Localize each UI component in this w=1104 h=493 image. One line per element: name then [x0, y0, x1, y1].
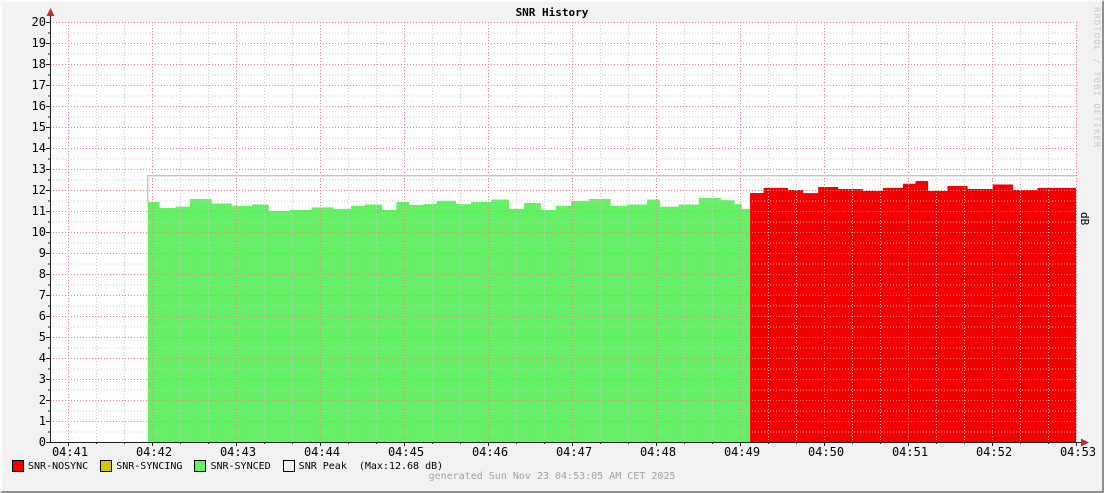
- y-tick-label: 19: [32, 36, 46, 50]
- y-tick-label: 16: [32, 99, 46, 113]
- y-tick-label: 13: [32, 162, 46, 176]
- x-axis-arrow: [1081, 438, 1089, 447]
- area-snr-synced: [147, 197, 751, 442]
- y-tick-label: 6: [39, 309, 46, 323]
- x-tick-label: 04:45: [388, 445, 424, 459]
- area-snr-nosync: [750, 180, 1076, 442]
- generated-timestamp: generated Sun Nov 23 04:53:05 AM CET 202…: [428, 471, 676, 482]
- x-tick-label: 04:48: [640, 445, 676, 459]
- x-tick-label: 04:50: [808, 445, 844, 459]
- legend-swatch-snr-nosync: [12, 460, 24, 472]
- x-tick-label: 04:47: [556, 445, 592, 459]
- y-axis-arrow: [46, 8, 55, 16]
- legend-item-snr-nosync: SNR-NOSYNC: [12, 460, 88, 472]
- legend-label-snr-peak: SNR Peak: [298, 460, 347, 472]
- x-tick-label: 04:44: [304, 445, 340, 459]
- y-tick-label: 11: [32, 204, 46, 218]
- snr-peak-line: [147, 175, 1076, 202]
- y-tick-label: 7: [39, 288, 46, 302]
- y-tick-label: 18: [32, 57, 46, 71]
- y-tick-label: 2: [39, 393, 46, 407]
- legend-item-snr-syncing: SNR-SYNCING: [100, 460, 182, 472]
- y-tick-label: 15: [32, 120, 46, 134]
- legend-label-snr-syncing: SNR-SYNCING: [116, 460, 183, 472]
- rrdtool-watermark: RRDTOOL / TOBI OETIKER: [1091, 7, 1101, 149]
- y-tick-label: 20: [32, 15, 46, 29]
- legend-swatch-snr-synced: [194, 460, 207, 472]
- y-tick-label: 17: [32, 78, 46, 92]
- y-tick-label: 3: [39, 372, 46, 386]
- y-tick-label: 0: [39, 435, 46, 449]
- x-tick-label: 04:42: [136, 445, 172, 459]
- legend-label-snr-synced: SNR-SYNCED: [210, 460, 271, 472]
- legend-max-value: (Max:12.68 dB): [358, 460, 444, 472]
- legend-swatch-snr-syncing: [100, 460, 113, 472]
- y-tick-label: 8: [39, 267, 46, 281]
- chart-title: SNR History: [515, 6, 589, 19]
- x-tick-label: 04:49: [724, 445, 760, 459]
- x-tick-label: 04:43: [220, 445, 256, 459]
- y-tick-label: 9: [39, 246, 46, 260]
- x-tick-label: 04:51: [892, 445, 928, 459]
- legend-label-snr-nosync: SNR-NOSYNC: [28, 460, 89, 472]
- x-tick-label: 04:41: [52, 445, 88, 459]
- x-tick-label: 04:53: [1060, 445, 1096, 459]
- x-tick-label: 04:46: [472, 445, 508, 459]
- gridlines: [50, 22, 1077, 442]
- right-axis-unit-label: dB: [1078, 212, 1091, 226]
- y-tick-label: 5: [39, 330, 46, 344]
- y-tick-label: 1: [39, 414, 46, 428]
- y-tick-label: 4: [39, 351, 46, 365]
- legend-item-snr-synced: SNR-SYNCED: [194, 460, 271, 472]
- y-tick-label: 12: [32, 183, 46, 197]
- axes: [46, 8, 1089, 447]
- x-tick-label: 04:52: [976, 445, 1012, 459]
- y-tick-label: 14: [32, 141, 46, 155]
- y-tick-label: 10: [32, 225, 46, 239]
- legend-item-snr-peak: SNR Peak (Max:12.68 dB): [282, 460, 444, 472]
- legend-swatch-snr-peak: [282, 460, 295, 472]
- legend: SNR-NOSYNC SNR-SYNCING SNR-SYNCED SNR Peak (…: [12, 460, 455, 472]
